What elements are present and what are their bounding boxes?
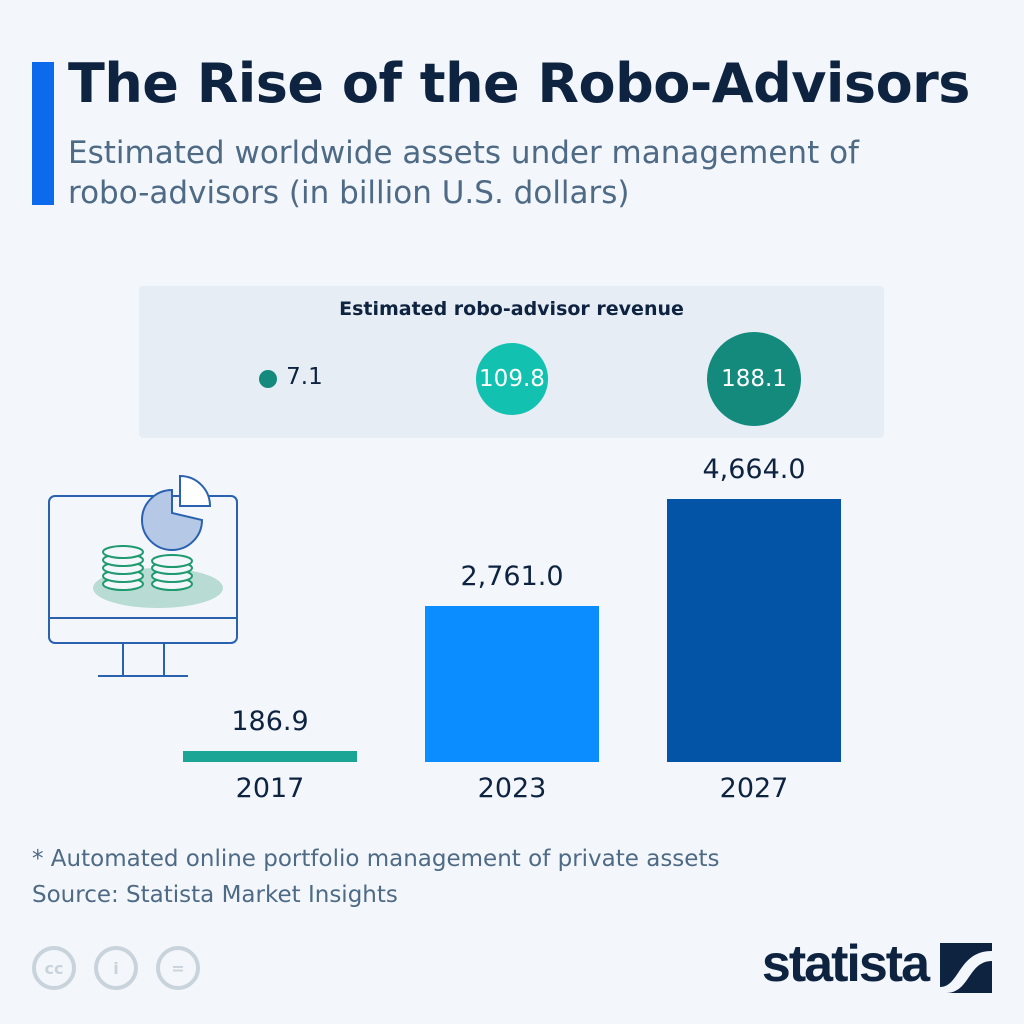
x-tick-label: 2023: [477, 773, 547, 804]
revenue-bubble-2017: [258, 369, 278, 389]
revenue-label: Estimated robo-advisor revenue: [339, 298, 684, 320]
no-derivatives-icon[interactable]: =: [156, 946, 200, 990]
x-tick-label: 2017: [235, 773, 305, 804]
revenue-value: 109.8: [479, 365, 545, 392]
revenue-bubble-2027: 188.1: [707, 332, 801, 426]
chart-title: The Rise of the Robo-Advisors: [68, 52, 970, 115]
attribution-icon[interactable]: i: [94, 946, 138, 990]
source: Source: Statista Market Insights: [32, 882, 398, 908]
bar-2027: [667, 499, 841, 762]
revenue-panel: Estimated robo-advisor revenue 7.1 109.8 1…: [139, 286, 884, 438]
bar-2023: [425, 606, 599, 762]
value-label: 4,664.0: [702, 454, 806, 485]
x-tick-label: 2027: [719, 773, 789, 804]
chart-subtitle: Estimated worldwide assets under managem…: [68, 135, 859, 211]
statista-logo-mark-icon: [940, 943, 992, 993]
footnote: * Automated online portfolio management …: [32, 846, 720, 872]
bar-2017: [183, 751, 357, 762]
revenue-value: 188.1: [721, 366, 787, 392]
statista-logo[interactable]: statista: [761, 935, 930, 993]
accent-bar: [32, 62, 54, 205]
value-label: 2,761.0: [460, 561, 564, 593]
computer-coins-illustration-icon: [48, 474, 238, 677]
revenue-value: 7.1: [286, 364, 323, 390]
cc-icon[interactable]: cc: [32, 946, 76, 990]
revenue-bubble-2023: 109.8: [476, 343, 548, 415]
value-label: 186.9: [231, 706, 309, 738]
